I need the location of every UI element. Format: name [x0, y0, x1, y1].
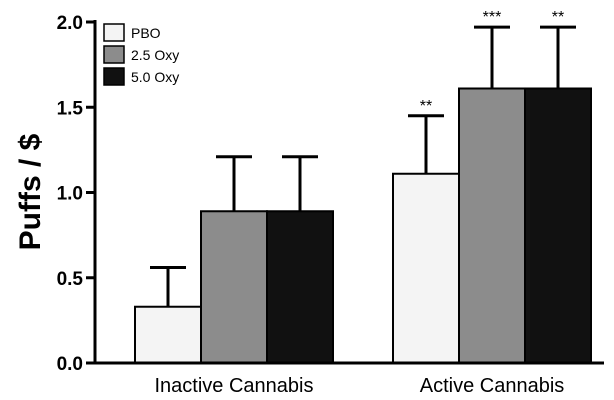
- bar-5-0-oxy-active-cannabis: [524, 87, 592, 365]
- bar-pbo-active-cannabis: [392, 172, 460, 364]
- bar-2-5-oxy-active-cannabis: [458, 87, 526, 365]
- bar-5-0-oxy-inactive-cannabis: [266, 210, 334, 364]
- significance-marker: **: [552, 9, 564, 26]
- y-tick-label: 1.5: [57, 98, 84, 119]
- legend-swatch: [103, 67, 125, 86]
- bar-pbo-inactive-cannabis: [134, 305, 202, 364]
- y-tick-label: 0.5: [57, 269, 84, 290]
- category-label: Active Cannabis: [420, 375, 565, 397]
- category-label: Inactive Cannabis: [155, 375, 314, 397]
- legend-swatch: [103, 45, 125, 64]
- legend-swatch: [103, 23, 125, 42]
- y-tick-label: 1.0: [57, 184, 83, 205]
- legend-label: PBO: [131, 25, 161, 41]
- y-tick-label: 0.0: [57, 354, 83, 375]
- legend-label: 2.5 Oxy: [131, 47, 179, 63]
- significance-marker: ***: [483, 9, 502, 26]
- y-tick-label: 2.0: [57, 13, 83, 34]
- legend: PBO 2.5 Oxy 5.0 Oxy: [103, 23, 179, 86]
- bar-2-5-oxy-inactive-cannabis: [200, 210, 268, 364]
- legend-label: 5.0 Oxy: [131, 69, 179, 85]
- significance-marker: **: [420, 98, 432, 115]
- y-axis-label: Puffs / $: [14, 133, 47, 250]
